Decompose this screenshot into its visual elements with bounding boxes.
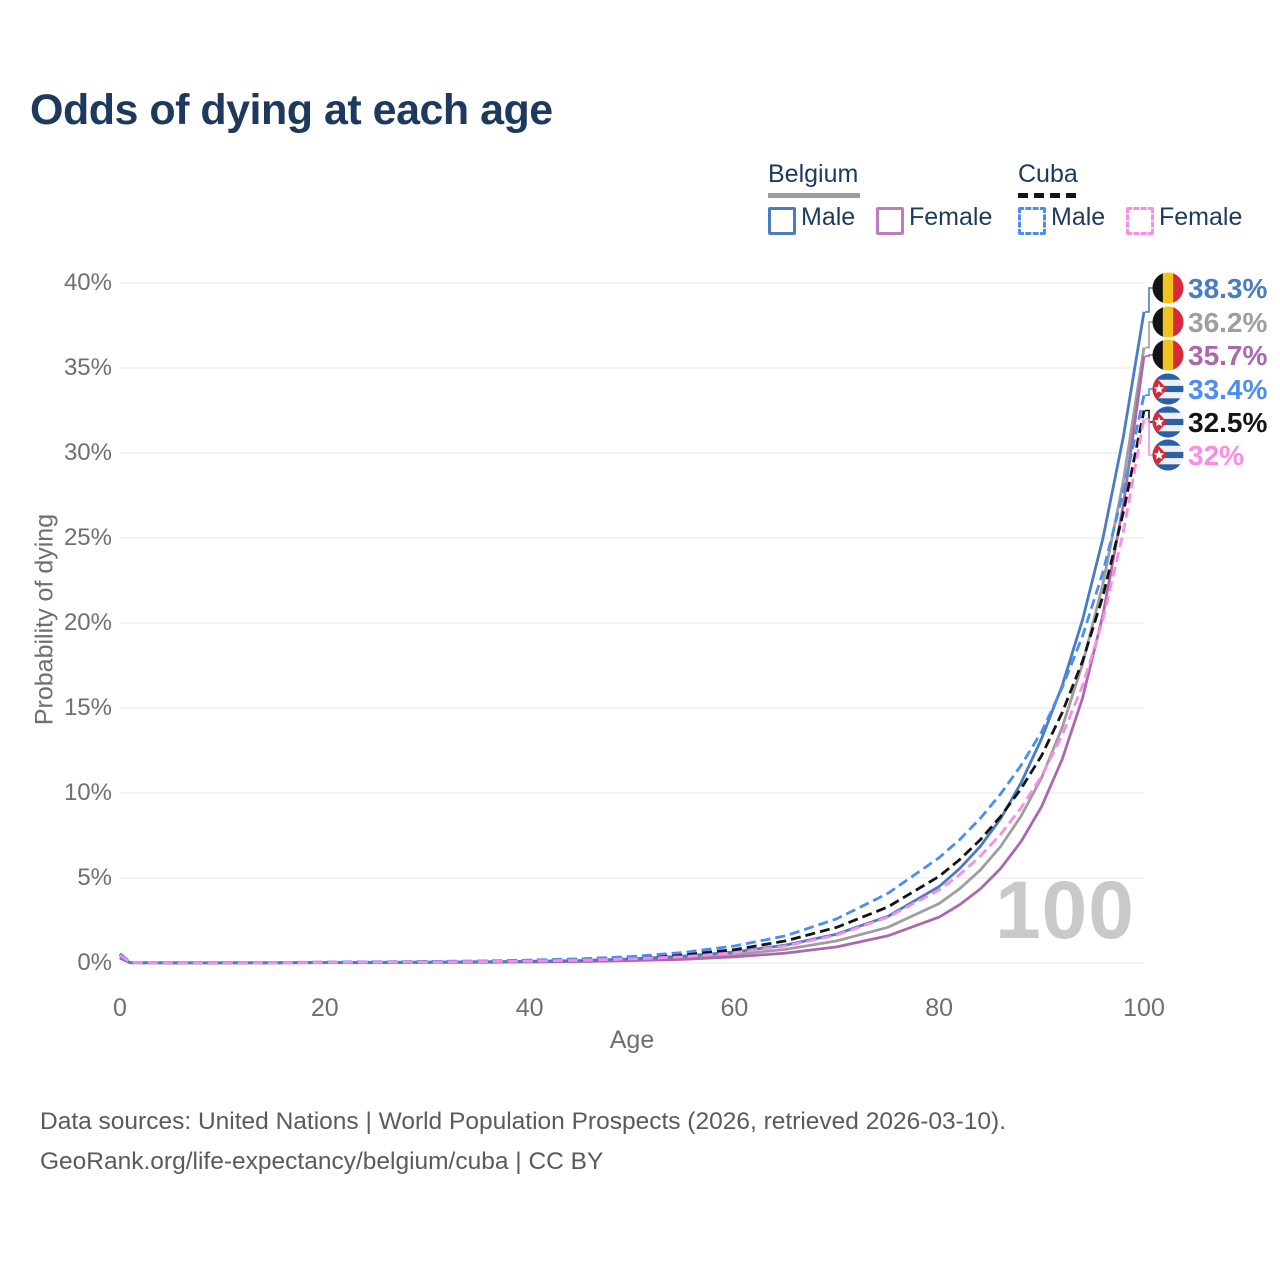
belgium-flag-icon xyxy=(1152,306,1184,338)
legend-checkbox-cuba-male[interactable] xyxy=(1018,207,1046,235)
y-tick-label: 40% xyxy=(63,269,112,296)
end-label-belgium: 36.2% xyxy=(1188,307,1267,338)
cuba-flag-icon xyxy=(1152,439,1184,471)
legend-belgium-linestyle-swatch xyxy=(768,193,860,198)
y-tick-label: 35% xyxy=(63,354,112,381)
belgium-flag-icon xyxy=(1152,272,1184,304)
y-tick-label: 25% xyxy=(63,524,112,551)
x-tick-label: 20 xyxy=(310,994,339,1022)
y-tick-label: 10% xyxy=(63,779,112,806)
x-tick-label: 100 xyxy=(1123,994,1165,1022)
legend-group-cuba: Cuba xyxy=(1018,160,1078,188)
leader-line xyxy=(1145,418,1153,456)
x-tick-label: 60 xyxy=(720,994,749,1022)
end-label-cuba: 32.5% xyxy=(1188,407,1267,438)
y-tick-label: 15% xyxy=(63,694,112,721)
y-tick-label: 20% xyxy=(63,609,112,636)
leader-line xyxy=(1145,354,1153,357)
legend-label-belgium-female: Female xyxy=(909,203,993,231)
age-watermark: 100 xyxy=(995,865,1135,956)
footer-attribution: GeoRank.org/life-expectancy/belgium/cuba… xyxy=(40,1148,604,1175)
footer-data-sources: Data sources: United Nations | World Pop… xyxy=(40,1108,1007,1135)
end-label-belgium-female: 35.7% xyxy=(1188,340,1267,371)
end-label-cuba-male: 33.4% xyxy=(1188,374,1267,405)
y-tick-label: 30% xyxy=(63,439,112,466)
leader-line xyxy=(1145,388,1153,396)
legend-cuba-linestyle-swatch xyxy=(1018,193,1082,198)
leader-line xyxy=(1145,321,1153,349)
y-tick-label: 5% xyxy=(77,864,112,891)
cuba-flag-icon xyxy=(1152,406,1184,438)
legend-group-belgium: Belgium xyxy=(768,160,859,188)
x-tick-label: 80 xyxy=(925,994,954,1022)
series-line-cuba-female xyxy=(119,418,1146,965)
legend-checkbox-cuba-female[interactable] xyxy=(1126,207,1154,235)
cuba-flag-icon xyxy=(1152,373,1184,405)
x-axis-title: Age xyxy=(609,1026,655,1054)
page-title: Odds of dying at each age xyxy=(30,86,553,134)
end-label-belgium-male: 38.3% xyxy=(1188,273,1267,304)
leader-line xyxy=(1145,287,1153,313)
leader-line xyxy=(1145,409,1153,423)
legend-label-belgium-male: Male xyxy=(801,203,856,231)
x-tick-label: 40 xyxy=(515,994,544,1022)
x-tick-label: 0 xyxy=(113,994,127,1022)
legend-checkbox-belgium-male[interactable] xyxy=(768,207,796,235)
end-label-cuba-female: 32% xyxy=(1188,440,1244,471)
belgium-flag-icon xyxy=(1152,339,1184,371)
legend-label-cuba-female: Female xyxy=(1159,203,1243,231)
legend-checkbox-belgium-female[interactable] xyxy=(876,207,904,235)
y-tick-label: 0% xyxy=(77,949,112,976)
y-axis-title: Probability of dying xyxy=(30,513,59,726)
legend-label-cuba-male: Male xyxy=(1051,203,1106,231)
